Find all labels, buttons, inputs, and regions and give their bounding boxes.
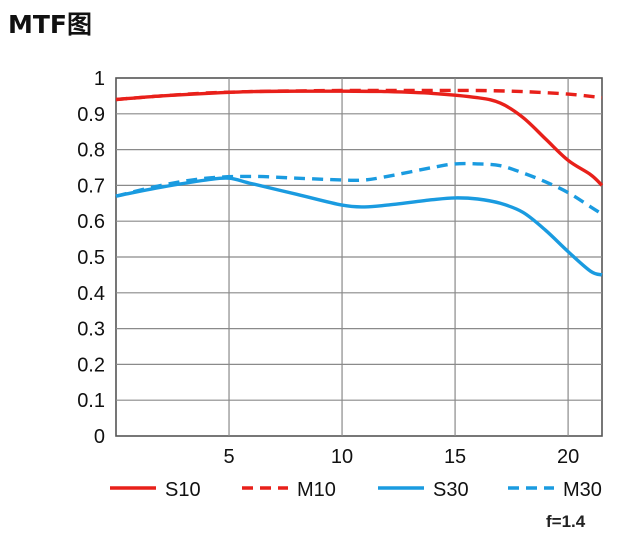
y-tick-label: 0.2 [77, 354, 105, 376]
series-layer [115, 88, 604, 277]
x-tick-label: 20 [557, 446, 579, 468]
y-tick-label: 0.9 [77, 104, 105, 126]
y-tick-label: 0.4 [77, 283, 105, 305]
x-tick-label: 15 [444, 446, 466, 468]
grid-layer [115, 77, 603, 437]
legend-label-s30: S30 [433, 479, 469, 501]
y-tick-label: 0.6 [77, 211, 105, 233]
y-tick-label: 0.1 [77, 390, 105, 412]
x-tick-label: 5 [223, 446, 234, 468]
legend-label-s10: S10 [165, 479, 201, 501]
series-line-s30 [115, 176, 603, 277]
legend: S10 M10 S30 M30 [110, 479, 602, 501]
page-title: MTF图 [8, 10, 93, 39]
y-tick-label: 0.7 [77, 175, 105, 197]
legend-label-m30: M30 [563, 479, 602, 501]
x-tick-label: 10 [331, 446, 353, 468]
y-tick-label: 0.5 [77, 247, 105, 269]
y-tick-label: 0.8 [77, 140, 105, 162]
series-line-s10 [115, 89, 604, 187]
aperture-label: f=1.4 [546, 512, 586, 531]
y-tick-label: 0 [94, 426, 105, 448]
y-axis-ticks: 0 0.1 0.2 0.3 0.4 0.5 0.6 0.7 0.8 0.9 1 [77, 68, 105, 448]
y-tick-label: 0.3 [77, 319, 105, 341]
series-line-m10 [115, 88, 603, 102]
y-tick-label: 1 [94, 68, 105, 90]
legend-label-m10: M10 [297, 479, 336, 501]
x-axis-ticks: 5 10 15 20 [223, 446, 579, 468]
